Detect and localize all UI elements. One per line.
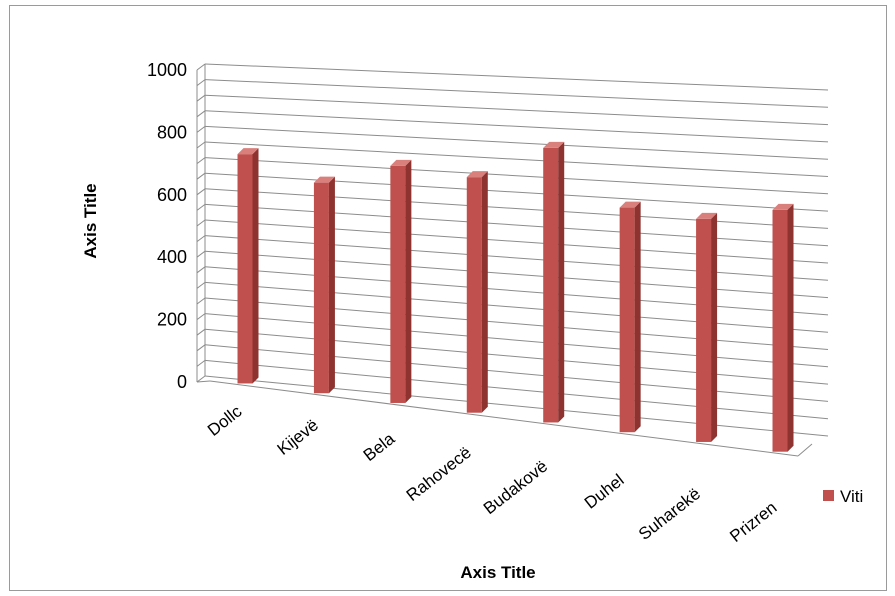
bar-side (558, 141, 565, 423)
gridline (204, 375, 829, 437)
side-wall-gridline (196, 110, 206, 118)
bar-top (313, 176, 335, 183)
x-tick-label: Budakovë (480, 457, 551, 519)
side-wall-gridline (196, 203, 206, 211)
side-wall-gridline (196, 297, 206, 305)
side-wall-gridline (196, 266, 206, 274)
gridline (204, 235, 829, 281)
side-wall-gridline (196, 281, 206, 289)
side-wall-gridline (196, 219, 206, 227)
x-tick-label: Suharekë (635, 484, 704, 544)
gridline (204, 125, 829, 160)
bar-top (696, 212, 718, 219)
bar-rahovecë (466, 177, 482, 413)
side-wall-gridline (196, 235, 206, 243)
side-wall-gridline (196, 375, 206, 383)
x-tick-label: Bela (360, 429, 399, 465)
gridline (204, 328, 829, 385)
gridline (204, 281, 829, 333)
gridline (204, 157, 829, 195)
side-wall-gridline (196, 63, 206, 71)
y-tick-label: 400 (157, 247, 187, 267)
gridline (204, 313, 829, 368)
side-wall-gridline (196, 172, 206, 180)
gridline (204, 172, 829, 212)
bar-top (237, 148, 259, 155)
side-wall-gridline (196, 313, 206, 321)
bar-suharekë (696, 218, 712, 442)
bar-side (405, 159, 412, 403)
floor-edge (797, 443, 813, 457)
side-wall-gridline (196, 94, 206, 102)
bar-side (328, 176, 335, 394)
y-tick-label: 200 (157, 310, 187, 330)
side-wall-gridline (196, 79, 206, 86)
gridline (204, 79, 829, 108)
x-tick-label: Prizren (726, 498, 780, 546)
legend: Viti (823, 487, 863, 506)
x-tick-label: Dollc (204, 401, 246, 440)
bar-dollc (237, 154, 253, 384)
bar-side (481, 171, 488, 413)
gridline (204, 344, 829, 402)
side-wall-gridline (196, 188, 206, 196)
bar-top (543, 141, 565, 148)
y-tick-label: 600 (157, 185, 187, 205)
side-wall-gridline (196, 344, 206, 352)
gridline (204, 203, 829, 247)
floor-edge (196, 380, 211, 383)
x-axis-title: Axis Title (460, 563, 535, 582)
side-wall-gridline (196, 141, 206, 149)
bar-budakovë (543, 147, 559, 423)
bar-bela (390, 165, 406, 403)
bar-prizren (772, 209, 788, 452)
bar-duhel (619, 207, 635, 433)
x-axis-line (209, 380, 799, 457)
y-tick-label: 0 (177, 372, 187, 392)
bar-top (466, 171, 488, 178)
x-tick-label: Kijevë (274, 415, 322, 458)
gridline (204, 141, 829, 177)
bar-top (390, 159, 412, 166)
bar-top (619, 201, 641, 208)
bar-chart: 0 200 400 600 800 1000 Dollc Kijevë Bela Rahovecë… (81, 60, 863, 582)
bar-side (711, 212, 718, 442)
bar-kijevë (313, 182, 329, 394)
side-wall-gridline (196, 359, 206, 367)
bar-top (772, 203, 794, 210)
gridline (204, 94, 829, 126)
y-tick-label: 1000 (147, 60, 187, 80)
side-wall-gridline (196, 126, 206, 133)
y-axis-title: Axis Title (81, 183, 100, 258)
legend-swatch (823, 490, 834, 501)
side-wall-gridline (196, 328, 206, 336)
x-tick-label: Duhel (581, 470, 628, 512)
gridline (204, 219, 829, 264)
gridline (204, 297, 829, 350)
chart-area: 0 200 400 600 800 1000 Dollc Kijevë Bela Rahovecë… (9, 5, 887, 591)
side-wall-gridline (196, 250, 206, 258)
bar-side (252, 148, 259, 384)
bar-side (787, 203, 794, 452)
gridline (204, 250, 829, 299)
gridline (204, 266, 829, 316)
gridline (204, 188, 829, 229)
legend-label: Viti (840, 487, 863, 506)
side-wall-gridline (196, 157, 206, 165)
x-tick-label: Rahovecë (403, 443, 475, 505)
y-tick-label: 800 (157, 122, 187, 142)
gridline (204, 110, 829, 143)
bar-side (634, 201, 641, 433)
gridline (204, 359, 829, 420)
gridline (204, 63, 829, 91)
